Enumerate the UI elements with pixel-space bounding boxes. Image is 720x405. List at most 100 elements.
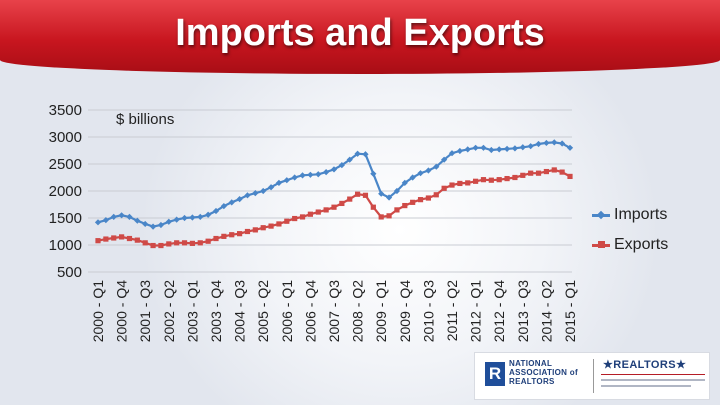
data-point xyxy=(488,146,495,154)
data-point xyxy=(441,185,447,191)
data-point xyxy=(126,235,133,242)
data-point xyxy=(276,221,282,227)
data-point xyxy=(370,170,377,177)
data-point xyxy=(205,238,211,244)
x-tick-label: 2008 - Q2 xyxy=(350,280,366,342)
legend-label-exports: Exports xyxy=(614,236,669,253)
data-point xyxy=(252,227,258,233)
data-point xyxy=(142,220,149,228)
data-point xyxy=(110,213,117,221)
data-point xyxy=(181,214,188,222)
y-tick-label: 500 xyxy=(57,264,82,281)
data-point xyxy=(347,196,353,202)
x-tick-label: 2004 - Q3 xyxy=(232,280,248,342)
exports-legend-square-icon xyxy=(598,241,605,248)
data-point xyxy=(103,236,109,242)
data-point xyxy=(456,147,463,155)
data-point xyxy=(457,180,463,187)
data-point xyxy=(126,213,133,221)
x-tick-label: 2010 - Q3 xyxy=(420,280,436,342)
data-point xyxy=(472,144,479,151)
nar-logo-text: NATIONAL ASSOCIATION of REALTORS xyxy=(509,359,578,386)
data-point xyxy=(189,240,195,246)
x-tick-label: 2005 - Q2 xyxy=(255,280,271,342)
data-point xyxy=(237,231,243,237)
data-point xyxy=(488,177,494,183)
data-point xyxy=(205,211,212,218)
data-point xyxy=(244,228,251,235)
data-point xyxy=(228,199,235,206)
data-point xyxy=(402,202,408,209)
data-point xyxy=(323,168,330,176)
data-point xyxy=(520,172,526,178)
data-point xyxy=(118,212,125,219)
data-point xyxy=(307,211,313,217)
x-tick-label: 2003 - Q4 xyxy=(208,280,224,342)
y-axis-ticks: 500 1000 1500 2000 2500 3000 3500 xyxy=(49,102,82,281)
legend-item-exports: Exports xyxy=(592,236,692,266)
x-tick-label: 2009 - Q1 xyxy=(373,280,389,342)
data-point xyxy=(174,240,180,246)
data-point xyxy=(339,200,345,207)
data-point xyxy=(504,175,510,182)
data-point xyxy=(480,177,487,183)
data-point xyxy=(299,172,306,179)
data-point xyxy=(473,178,479,184)
data-point xyxy=(362,151,369,158)
x-tick-label: 2001 - Q3 xyxy=(137,280,153,342)
nar-logo-mark: R xyxy=(488,364,502,383)
legend-item-imports: Imports xyxy=(592,206,692,236)
legend-label-imports: Imports xyxy=(614,206,668,223)
data-point xyxy=(315,171,322,178)
data-point xyxy=(260,225,266,231)
data-point xyxy=(150,242,156,249)
x-tick-label: 2002 - Q2 xyxy=(161,280,177,342)
y-tick-label: 1000 xyxy=(49,237,82,254)
data-point xyxy=(410,199,416,205)
data-point xyxy=(355,191,361,197)
series-exports xyxy=(95,167,573,249)
data-point xyxy=(181,240,188,246)
data-point xyxy=(567,173,573,180)
series-imports xyxy=(94,139,574,230)
x-tick-label: 2014 - Q2 xyxy=(538,280,554,342)
x-tick-label: 2015 - Q1 xyxy=(562,280,578,342)
data-point xyxy=(535,170,542,176)
data-point xyxy=(543,168,549,175)
y-tick-label: 1500 xyxy=(49,210,82,227)
data-point xyxy=(173,216,180,223)
realtors-legislative-logo-subtitle xyxy=(601,374,705,391)
data-point xyxy=(386,213,392,219)
data-point xyxy=(528,170,534,176)
data-point xyxy=(425,195,431,201)
data-point xyxy=(134,237,140,243)
data-point xyxy=(165,218,172,225)
data-point xyxy=(417,197,424,203)
data-point xyxy=(551,139,558,146)
data-point xyxy=(119,234,125,240)
data-point xyxy=(197,240,203,246)
data-point xyxy=(220,203,227,210)
data-point xyxy=(189,214,196,221)
data-point xyxy=(535,140,542,148)
data-point xyxy=(291,174,298,181)
data-point xyxy=(512,174,518,181)
data-point xyxy=(111,235,117,241)
data-point xyxy=(323,207,329,213)
chart-legend: Imports Exports xyxy=(592,206,692,266)
x-tick-label: 2006 - Q1 xyxy=(279,280,295,342)
data-point xyxy=(480,144,487,151)
data-point xyxy=(449,182,455,188)
data-point xyxy=(370,204,376,210)
data-point xyxy=(94,219,102,226)
sponsor-logos: R NATIONAL ASSOCIATION of REALTORS ★REAL… xyxy=(474,352,710,400)
data-point xyxy=(142,240,148,246)
y-tick-label: 2000 xyxy=(49,183,82,200)
y-tick-label: 2500 xyxy=(49,156,82,173)
data-point xyxy=(268,223,274,229)
data-point xyxy=(331,204,337,210)
data-point xyxy=(307,171,314,178)
x-tick-label: 2013 - Q3 xyxy=(515,280,531,342)
data-point xyxy=(511,145,519,152)
